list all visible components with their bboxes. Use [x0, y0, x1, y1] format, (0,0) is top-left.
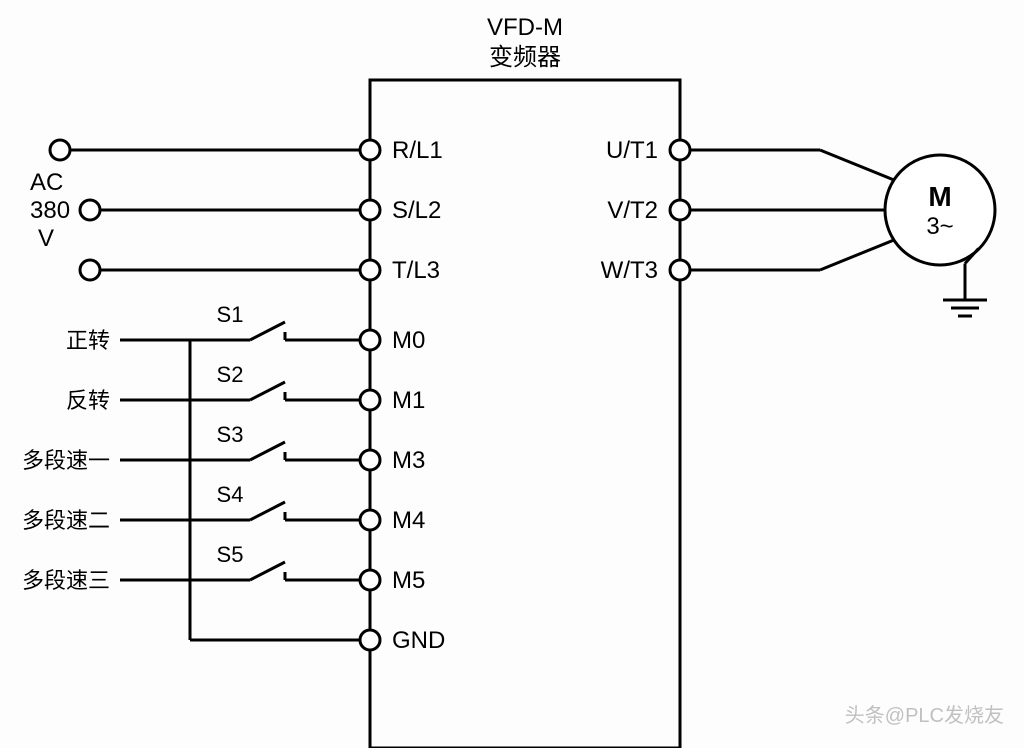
- svg-text:T/L3: T/L3: [392, 257, 440, 284]
- svg-text:3~: 3~: [926, 213, 953, 240]
- svg-text:M0: M0: [392, 327, 425, 354]
- svg-text:M: M: [928, 181, 951, 212]
- svg-text:W/T3: W/T3: [601, 257, 658, 284]
- svg-text:多段速一: 多段速一: [22, 448, 110, 473]
- svg-text:S3: S3: [217, 422, 244, 447]
- svg-text:M1: M1: [392, 387, 425, 414]
- svg-text:VFD-M: VFD-M: [487, 14, 563, 41]
- svg-text:380: 380: [30, 197, 70, 224]
- wiring-diagram: VFD-M 变频器 AC380V R/L1 S/L2 T/L3 M0 正转 S1 M1 反转 S2 M3…: [0, 0, 1024, 748]
- svg-text:反转: 反转: [66, 388, 110, 413]
- svg-text:正转: 正转: [66, 328, 110, 353]
- svg-text:AC: AC: [30, 169, 63, 196]
- svg-text:M3: M3: [392, 447, 425, 474]
- svg-text:多段速三: 多段速三: [22, 568, 110, 593]
- svg-text:V/T2: V/T2: [607, 197, 658, 224]
- svg-text:V: V: [38, 225, 54, 252]
- svg-text:S/L2: S/L2: [392, 197, 441, 224]
- svg-text:S2: S2: [217, 362, 244, 387]
- svg-text:S1: S1: [217, 302, 244, 327]
- svg-text:GND: GND: [392, 627, 445, 654]
- svg-text:M5: M5: [392, 567, 425, 594]
- svg-text:R/L1: R/L1: [392, 137, 443, 164]
- svg-text:变频器: 变频器: [489, 44, 561, 71]
- svg-text:M4: M4: [392, 507, 425, 534]
- svg-text:U/T1: U/T1: [606, 137, 658, 164]
- watermark-text: 头条@PLC发烧友: [845, 699, 1004, 728]
- svg-text:S5: S5: [217, 542, 244, 567]
- svg-text:S4: S4: [217, 482, 244, 507]
- svg-text:多段速二: 多段速二: [22, 508, 110, 533]
